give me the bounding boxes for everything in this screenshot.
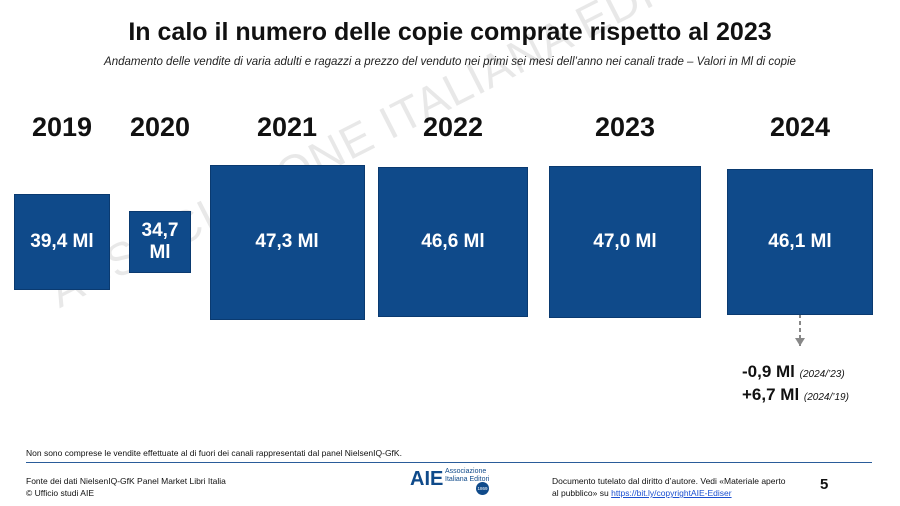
annotation: +6,7 Ml (2024/’19): [742, 385, 849, 404]
footnote: Non sono comprese le vendite effettuate …: [26, 448, 402, 458]
logo-text: Associazione Italiana Editori: [445, 468, 490, 483]
square: 46,6 Ml: [378, 167, 528, 317]
square: 47,3 Ml: [209, 164, 365, 320]
value-label: 34,7 Ml: [141, 220, 179, 263]
source: Fonte dei dati NielsenIQ-GfK Panel Marke…: [26, 476, 226, 498]
title: In calo il numero delle copie comprate r…: [128, 18, 772, 46]
link[interactable]: https://bit.ly/copyrightAIE-Ediser: [611, 488, 732, 498]
category-label: 2021: [256, 112, 318, 142]
square: 34,7 Ml: [129, 211, 191, 273]
value-label: 39,4 Ml: [30, 230, 94, 252]
value-label: 47,0 Ml: [593, 230, 657, 252]
category-label: 2024: [769, 112, 831, 142]
value-label: 46,1 Ml: [768, 230, 832, 252]
square: 46,1 Ml: [726, 168, 874, 316]
category-label: 2020: [129, 112, 191, 142]
logo-badge: 1869: [476, 482, 489, 495]
value-label: 47,3 Ml: [255, 231, 319, 252]
square: 39,4 Ml: [13, 193, 111, 291]
page-number: 5: [820, 476, 829, 493]
category-label: 2022: [422, 112, 484, 142]
square: 47,0 Ml: [548, 165, 702, 319]
divider: [26, 462, 872, 463]
copyright: Documento tutelato dal diritto d’autore.…: [552, 476, 786, 498]
annotation: -0,9 Ml (2024/’23): [742, 362, 845, 381]
subtitle: Andamento delle vendite di varia adulti …: [104, 56, 796, 68]
category-label: 2019: [31, 112, 93, 142]
logo: AIE: [410, 468, 444, 490]
value-label: 46,6 Ml: [421, 230, 485, 252]
category-label: 2023: [594, 112, 656, 142]
